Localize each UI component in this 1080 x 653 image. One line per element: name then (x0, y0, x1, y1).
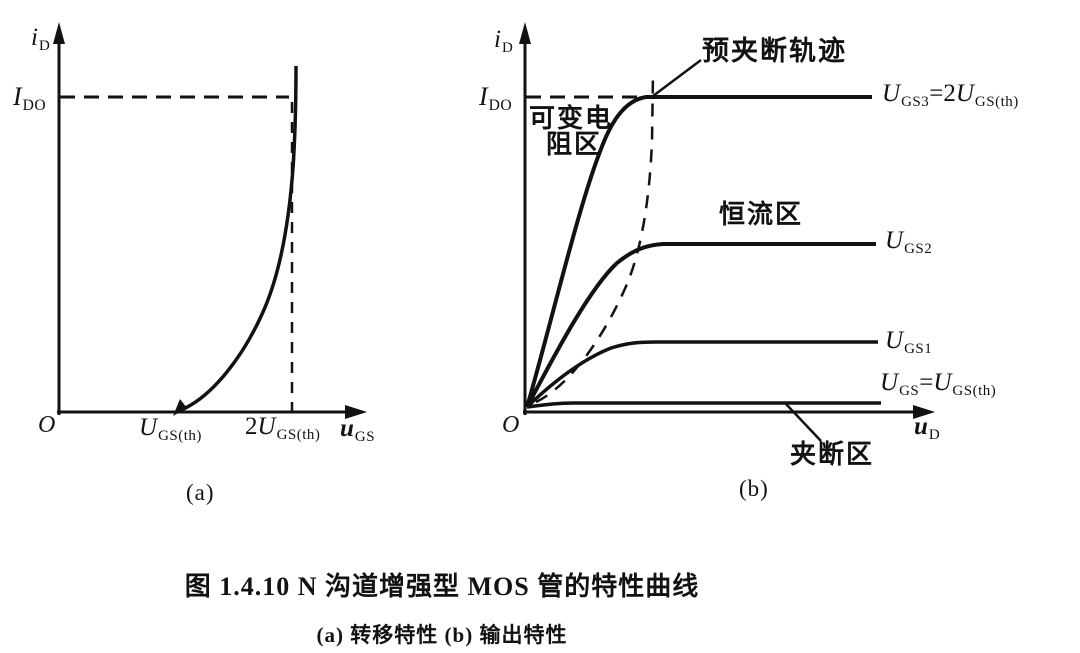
plot-a-y-axis-arrow-icon (53, 22, 65, 44)
plot-b-origin-label: O (502, 412, 520, 438)
plot-b-x-axis-label: uD (914, 413, 941, 443)
plot-b-y-axis-label: iD (494, 26, 514, 56)
figure-caption-subtitle: (a) 转移特性 (b) 输出特性 (316, 623, 568, 647)
curve-label-ugsth: UGS=UGS(th) (880, 369, 997, 399)
plot-b-prepinchoff-dashed-curve (535, 72, 655, 404)
plot-a-x-axis-label: uGS (340, 415, 376, 445)
plot-b-curve-ugs1 (525, 340, 878, 409)
plot-b-curve-ugs2 (525, 242, 876, 408)
plot-b-curve-ugsth (526, 401, 881, 409)
curve-label-ugs2: UGS2 (885, 227, 933, 257)
region-label-pre-pinchoff-locus: 预夹断轨迹 (702, 36, 847, 66)
plot-a-y-axis-label: iD (31, 24, 51, 54)
plot-b-y-axis-arrow-icon (519, 22, 531, 44)
plot-b-x-axis-arrow-icon (913, 405, 935, 419)
region-label-pinchoff: 夹断区 (790, 439, 875, 469)
figure-caption: 图 1.4.10 N 沟道增强型 MOS 管的特性曲线 (a) 转移特性 (b)… (0, 566, 884, 649)
plot-a-ido-label: IDO (13, 82, 47, 114)
plot-b-curve-ugs3 (525, 95, 872, 408)
plot-a-curve-foot-arrow-icon (173, 399, 187, 416)
plot-a-xtick-2ugsth: 2UGS(th) (245, 413, 321, 443)
region-label-variable-resistance-line1: 可变电 (529, 103, 614, 133)
plot-a-origin-label: O (38, 412, 56, 438)
plot-b-ido-label: IDO (479, 82, 513, 114)
figure-caption-title: 图 1.4.10 N 沟道增强型 MOS 管的特性曲线 (184, 572, 700, 601)
plot-a-x-axis-arrow-icon (345, 405, 367, 419)
curve-label-ugs1: UGS1 (885, 327, 933, 357)
plot-a-sublabel: (a) (186, 480, 215, 505)
plot-a-transfer-curve (180, 65, 298, 412)
plot-b-prepinchoff-leader-line (652, 59, 702, 97)
region-label-constant-current: 恒流区 (719, 199, 804, 229)
region-label-variable-resistance-line2: 阻区 (546, 129, 603, 159)
plot-a-xtick-ugsth: UGS(th) (139, 414, 202, 444)
curve-label-ugs3: UGS3=2UGS(th) (882, 80, 1019, 110)
plot-b-sublabel: (b) (739, 476, 769, 501)
plot-b-pinchoff-leader-line (785, 403, 822, 442)
